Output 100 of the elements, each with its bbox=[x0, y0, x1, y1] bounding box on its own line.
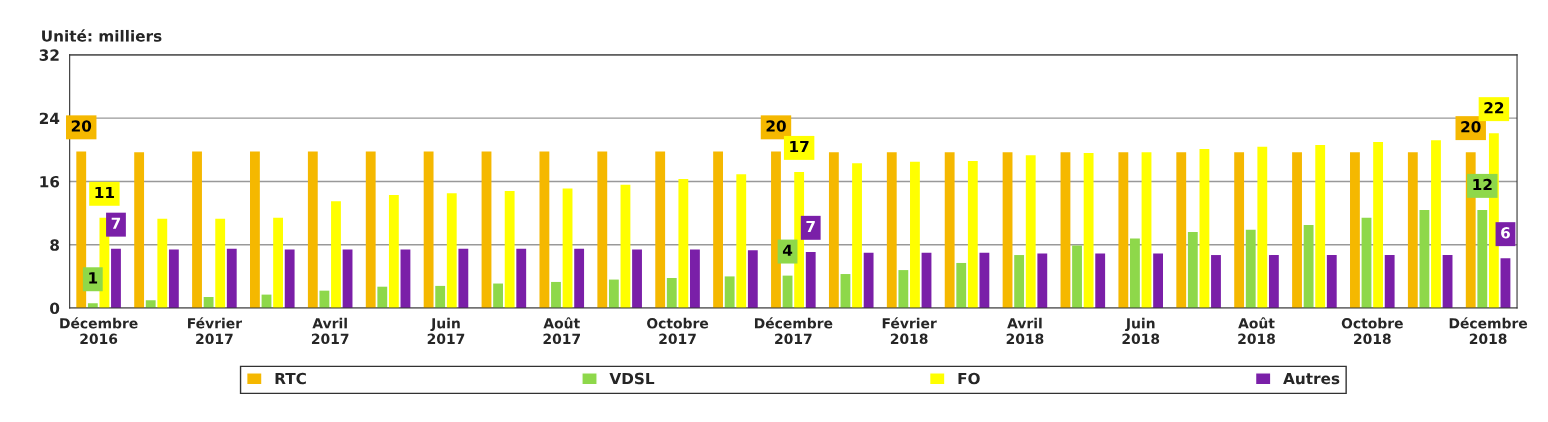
x-tick-label: Juin 2017 bbox=[427, 317, 465, 345]
bar bbox=[377, 286, 388, 309]
bar bbox=[331, 201, 341, 309]
data-label: 4 bbox=[782, 244, 793, 256]
bar bbox=[1384, 255, 1395, 309]
data-label: 22 bbox=[1484, 102, 1504, 114]
bar bbox=[1268, 255, 1279, 309]
bar bbox=[273, 217, 283, 309]
bar bbox=[620, 184, 631, 309]
bar bbox=[724, 276, 735, 309]
data-label: 17 bbox=[790, 140, 809, 153]
bar bbox=[1141, 152, 1152, 309]
bar bbox=[435, 285, 446, 309]
bar bbox=[157, 218, 168, 309]
bar bbox=[215, 218, 226, 309]
bar bbox=[458, 248, 469, 309]
bar bbox=[365, 151, 376, 309]
x-tick-label: Décembre 2017 bbox=[754, 317, 833, 345]
bar bbox=[736, 174, 747, 309]
bar bbox=[504, 190, 515, 309]
y-tick-label: 32 bbox=[39, 49, 59, 61]
y-tick-label: 0 bbox=[50, 302, 60, 315]
bar bbox=[1130, 238, 1140, 309]
x-tick-label: Août 2018 bbox=[1238, 317, 1275, 345]
bar bbox=[1037, 253, 1048, 309]
bar bbox=[1211, 255, 1221, 309]
bar bbox=[1083, 152, 1094, 309]
y-tick-label: 24 bbox=[39, 112, 60, 124]
bar bbox=[446, 193, 457, 309]
bar bbox=[678, 179, 689, 309]
bar bbox=[944, 152, 955, 309]
bar bbox=[1257, 146, 1268, 309]
y-tick-label: 8 bbox=[50, 239, 59, 251]
bar bbox=[319, 290, 330, 309]
bar bbox=[1153, 253, 1164, 309]
bar bbox=[1350, 152, 1360, 309]
bar bbox=[1442, 255, 1453, 309]
bar bbox=[1500, 258, 1511, 309]
bar bbox=[551, 281, 561, 309]
bar bbox=[886, 152, 897, 309]
x-tick-label: Février 2018 bbox=[882, 317, 937, 345]
bar bbox=[1002, 152, 1013, 309]
bar bbox=[1431, 140, 1441, 309]
data-label: 12 bbox=[1473, 178, 1492, 191]
bar bbox=[956, 262, 967, 309]
data-label: 20 bbox=[1461, 121, 1481, 133]
bar bbox=[632, 249, 642, 309]
x-tick-label: Octobre 2017 bbox=[647, 317, 709, 345]
bar bbox=[307, 151, 318, 309]
bar bbox=[898, 270, 909, 309]
bar bbox=[1245, 229, 1256, 309]
bar bbox=[1014, 255, 1025, 309]
x-tick-label: Février 2017 bbox=[188, 317, 242, 345]
x-tick-label: Décembre 2018 bbox=[1449, 317, 1528, 345]
bar bbox=[516, 248, 527, 309]
bar bbox=[423, 151, 434, 309]
bar bbox=[76, 151, 87, 309]
bar bbox=[562, 188, 573, 309]
x-tick-label: Avril 2018 bbox=[1006, 317, 1044, 345]
bar bbox=[145, 300, 156, 309]
bar bbox=[493, 283, 504, 309]
data-label: 7 bbox=[111, 217, 121, 229]
bar bbox=[597, 151, 608, 309]
bar bbox=[979, 252, 990, 309]
data-label: 6 bbox=[1501, 227, 1510, 239]
bar bbox=[1118, 152, 1129, 309]
bar bbox=[863, 252, 874, 309]
bar bbox=[655, 151, 666, 309]
bar bbox=[1187, 232, 1198, 309]
bar bbox=[1373, 141, 1384, 309]
bar bbox=[1477, 209, 1488, 309]
bar bbox=[852, 163, 862, 309]
bar bbox=[250, 151, 260, 309]
bar bbox=[481, 151, 492, 309]
x-tick-label: Juin 2018 bbox=[1122, 317, 1160, 345]
bar bbox=[666, 277, 677, 309]
bar bbox=[1292, 152, 1302, 309]
bar bbox=[388, 194, 399, 309]
bar bbox=[1234, 152, 1245, 309]
bar bbox=[1095, 253, 1106, 309]
legend-label: RTC bbox=[275, 372, 306, 385]
data-label: 20 bbox=[71, 120, 92, 132]
bar bbox=[1315, 145, 1326, 309]
bar bbox=[1176, 152, 1187, 309]
bar bbox=[1419, 209, 1430, 309]
bar bbox=[608, 279, 619, 309]
bar bbox=[910, 161, 920, 309]
bar bbox=[1025, 155, 1036, 309]
bar bbox=[134, 152, 145, 309]
bar bbox=[226, 248, 237, 309]
data-label: 1 bbox=[89, 272, 98, 284]
x-tick-label: Décembre 2016 bbox=[60, 317, 138, 345]
bar bbox=[284, 249, 295, 309]
bar bbox=[805, 251, 816, 309]
x-tick-label: Août 2017 bbox=[543, 317, 580, 345]
data-label: 20 bbox=[766, 120, 786, 132]
y-tick-label: 16 bbox=[40, 175, 60, 188]
bar bbox=[690, 249, 700, 309]
bar bbox=[203, 296, 214, 309]
legend-label: VDSL bbox=[609, 372, 655, 385]
